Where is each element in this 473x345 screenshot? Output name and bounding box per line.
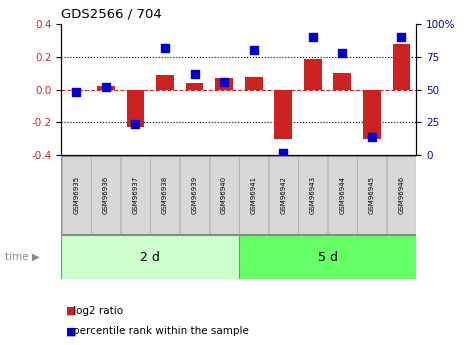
- Bar: [62, 156, 91, 234]
- Point: [398, 34, 405, 40]
- Bar: [61, 235, 239, 279]
- Text: GSM96939: GSM96939: [192, 176, 198, 214]
- Bar: [97, 87, 114, 90]
- Point: [131, 121, 139, 127]
- Bar: [239, 156, 268, 234]
- Point: [72, 90, 80, 95]
- Text: GSM96945: GSM96945: [369, 176, 375, 214]
- Bar: [126, 90, 144, 127]
- Text: GSM96941: GSM96941: [251, 176, 257, 214]
- Point: [102, 84, 110, 90]
- Bar: [304, 59, 322, 90]
- Bar: [387, 156, 416, 234]
- Text: percentile rank within the sample: percentile rank within the sample: [73, 326, 249, 336]
- Point: [220, 79, 228, 85]
- Point: [309, 34, 316, 40]
- Bar: [393, 44, 410, 90]
- Point: [280, 150, 287, 155]
- Text: GSM96946: GSM96946: [398, 176, 404, 214]
- Text: log2 ratio: log2 ratio: [73, 306, 123, 315]
- Bar: [269, 156, 298, 234]
- Text: ■: ■: [66, 326, 77, 336]
- Point: [250, 48, 257, 53]
- Text: GSM96940: GSM96940: [221, 176, 227, 214]
- Text: GSM96943: GSM96943: [310, 176, 316, 214]
- Text: ■: ■: [66, 306, 77, 315]
- Bar: [333, 73, 351, 90]
- Bar: [180, 156, 209, 234]
- Point: [161, 45, 169, 50]
- Bar: [210, 156, 238, 234]
- Bar: [121, 156, 150, 234]
- Bar: [91, 156, 120, 234]
- Text: GSM96936: GSM96936: [103, 176, 109, 214]
- Text: GDS2566 / 704: GDS2566 / 704: [61, 8, 162, 21]
- Text: GSM96937: GSM96937: [132, 176, 139, 214]
- Bar: [185, 83, 203, 90]
- Bar: [363, 90, 381, 139]
- Bar: [215, 78, 233, 90]
- Bar: [239, 235, 416, 279]
- Text: GSM96938: GSM96938: [162, 176, 168, 214]
- Bar: [298, 156, 327, 234]
- Text: 2 d: 2 d: [140, 250, 160, 264]
- Text: time ▶: time ▶: [5, 252, 40, 262]
- Text: GSM96942: GSM96942: [280, 176, 286, 214]
- Bar: [358, 156, 386, 234]
- Text: GSM96944: GSM96944: [339, 176, 345, 214]
- Text: 5 d: 5 d: [317, 250, 338, 264]
- Bar: [156, 75, 174, 90]
- Point: [191, 71, 198, 77]
- Bar: [274, 90, 292, 139]
- Point: [368, 134, 376, 140]
- Bar: [150, 156, 179, 234]
- Bar: [245, 77, 263, 90]
- Point: [339, 50, 346, 56]
- Text: GSM96935: GSM96935: [73, 176, 79, 214]
- Bar: [328, 156, 357, 234]
